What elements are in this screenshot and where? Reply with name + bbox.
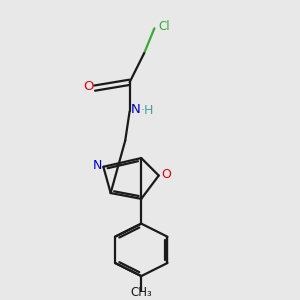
Text: O: O	[83, 80, 94, 93]
Text: N: N	[92, 159, 102, 172]
Text: N: N	[131, 103, 141, 116]
Text: CH₃: CH₃	[130, 286, 152, 299]
Text: ·H: ·H	[140, 104, 154, 117]
Text: O: O	[161, 168, 171, 181]
Text: Cl: Cl	[159, 20, 170, 33]
